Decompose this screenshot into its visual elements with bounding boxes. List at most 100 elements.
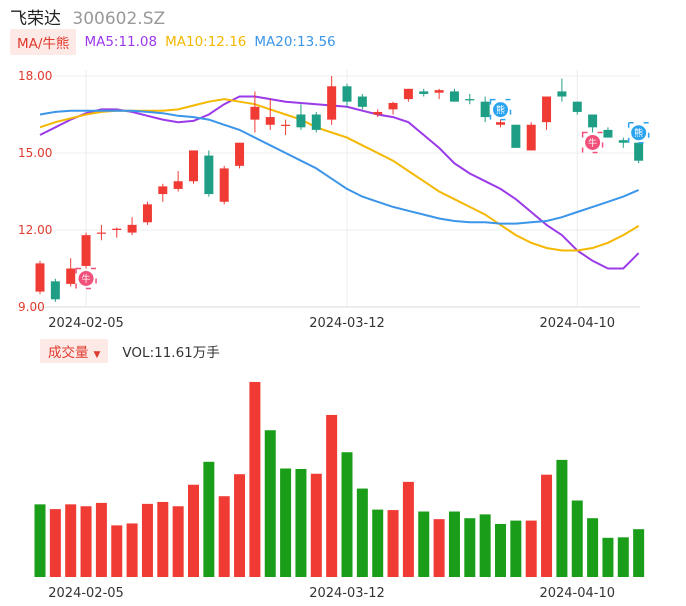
volume-bar [326, 414, 338, 577]
volume-bar [587, 518, 599, 577]
candle [219, 168, 229, 202]
candle [96, 232, 106, 234]
candle [204, 155, 214, 195]
ma5-line [39, 95, 640, 270]
candle [296, 114, 306, 128]
candle [588, 114, 598, 128]
volume-indicator-selector[interactable]: 成交量 ▼ [40, 339, 109, 363]
candle [142, 204, 152, 223]
volume-bar [249, 381, 261, 577]
candle [419, 91, 429, 94]
marker-circle [631, 125, 647, 141]
volume-bar [418, 511, 430, 577]
volume-bar [188, 484, 199, 577]
volume-bar [203, 461, 215, 577]
volume-tag-label: 成交量 [48, 345, 89, 361]
candle [434, 90, 444, 93]
candle [542, 96, 552, 123]
y-tick-label: 18.00 [18, 69, 52, 83]
candle [496, 122, 505, 125]
volume-bar [633, 529, 645, 577]
volume-bar [402, 481, 414, 577]
volume-bar [571, 500, 583, 577]
candle [112, 228, 122, 230]
volume-bar [464, 518, 476, 577]
candle [50, 281, 60, 300]
candle [235, 142, 245, 166]
volume-bar [372, 509, 384, 577]
marker-frame [627, 121, 650, 144]
volume-bar [126, 523, 138, 577]
candle [572, 101, 582, 112]
dropdown-arrow-icon: ▼ [93, 350, 101, 360]
candle [173, 181, 183, 189]
volume-legend: 成交量 ▼ VOL:11.61万手 [40, 339, 220, 363]
candle [526, 124, 536, 151]
volume-bar [556, 459, 568, 577]
volume-bar [218, 496, 230, 577]
volume-bar [387, 510, 399, 577]
volume-value: VOL:11.61万手 [122, 345, 220, 361]
candle [465, 99, 475, 101]
candle [603, 129, 613, 138]
bear-icon: 熊 [489, 98, 512, 121]
ma-indicator-selector[interactable]: MA/牛熊 [10, 29, 77, 55]
marker-frame [75, 267, 97, 290]
volume-bar [95, 502, 107, 577]
candle [480, 101, 490, 118]
volume-bar [602, 537, 614, 577]
candle [158, 186, 168, 195]
candle [557, 91, 567, 97]
candle [373, 111, 383, 115]
volume-bar [234, 474, 246, 577]
marker-circle [493, 102, 508, 118]
volume-bar [510, 520, 522, 577]
marker-circle [78, 271, 94, 286]
candle [511, 124, 521, 148]
candle [388, 102, 398, 110]
x-tick-label: 2024-02-05 [48, 586, 124, 601]
ma10-value: MA10:12.16 [165, 34, 247, 50]
candle [327, 86, 337, 120]
volume-bar [264, 430, 276, 577]
stock-name: 飞荣达 [10, 9, 61, 29]
stock-title: 飞荣达 300602.SZ [10, 4, 165, 29]
marker-text: 牛 [82, 273, 91, 285]
candle [618, 140, 628, 143]
y-tick-label: 9.00 [18, 300, 45, 314]
volume-bar [525, 520, 537, 577]
y-tick-label: 12.00 [18, 223, 52, 237]
marker-circle [585, 134, 601, 150]
candle [449, 91, 459, 102]
volume-bar [617, 537, 629, 577]
candle [35, 263, 45, 292]
candle [403, 88, 413, 100]
bull-icon: 牛 [75, 267, 97, 290]
volume-bar [65, 504, 77, 577]
stock-code: 300602.SZ [72, 9, 166, 29]
candle [342, 86, 352, 102]
volume-bar [448, 511, 460, 577]
x-tick-label: 2024-04-10 [539, 316, 615, 330]
candle [357, 96, 367, 107]
ma5-value: MA5:11.08 [84, 34, 158, 50]
x-tick-label: 2024-04-10 [539, 586, 615, 601]
candle [281, 124, 291, 126]
volume-bar [433, 519, 445, 577]
candle [265, 117, 275, 125]
y-tick-label: 15.00 [18, 146, 52, 160]
ma20-line [39, 109, 640, 225]
candle [81, 235, 91, 266]
volume-bar [80, 506, 92, 577]
volume-bar [157, 501, 169, 577]
x-tick-label: 2024-03-12 [309, 316, 385, 330]
volume-bar [49, 509, 61, 577]
volume-bar [172, 506, 184, 577]
volume-bar [479, 514, 491, 577]
bull-icon: 牛 [581, 131, 604, 154]
marker-frame [581, 131, 604, 154]
ma20-value: MA20:13.56 [254, 34, 336, 50]
volume-bar [141, 503, 153, 577]
bear-icon: 熊 [627, 121, 650, 144]
